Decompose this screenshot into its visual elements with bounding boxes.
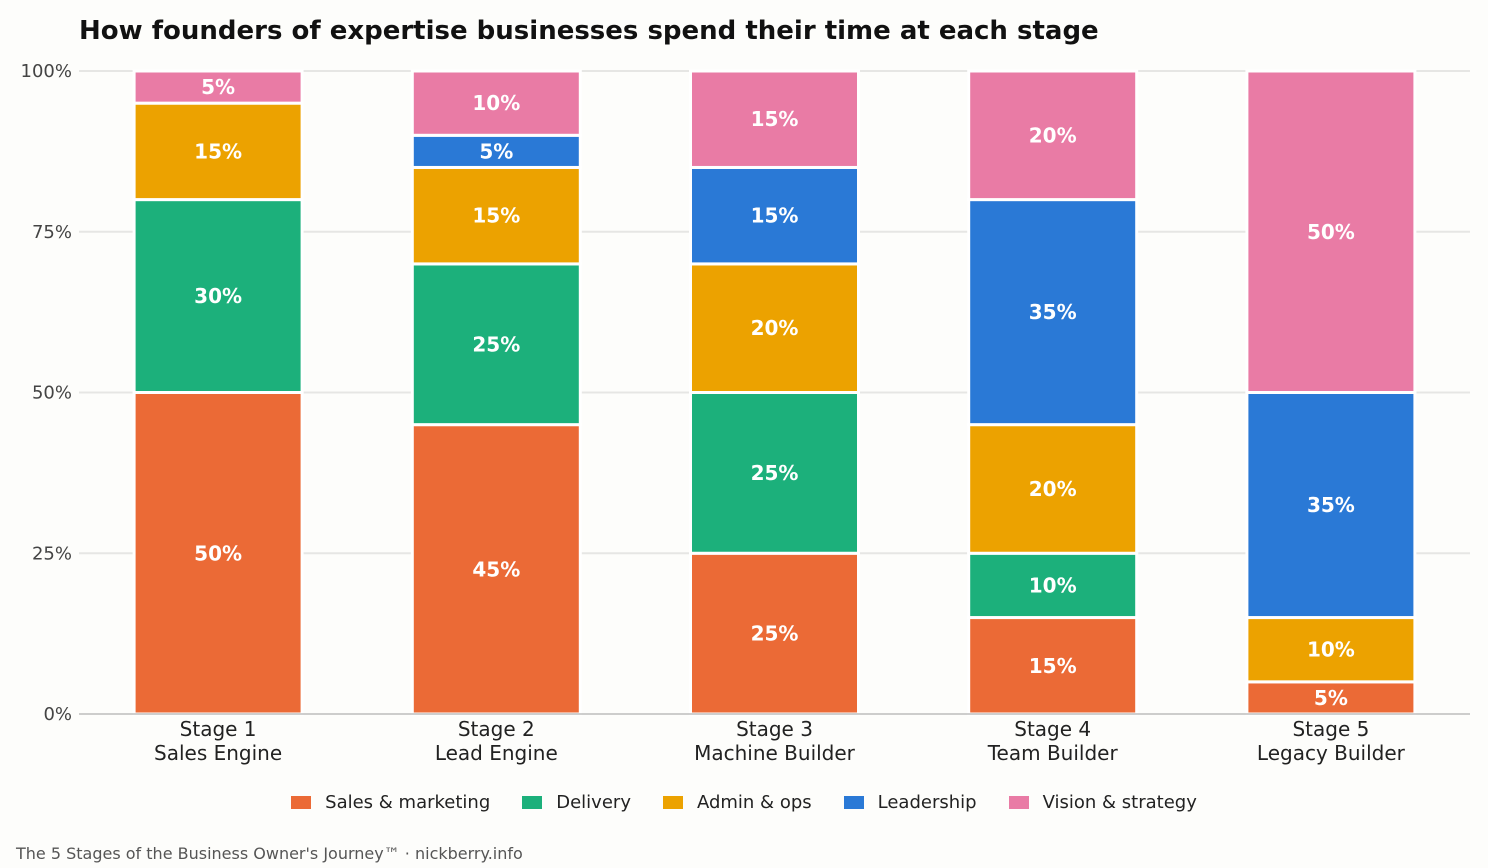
chart-title: How founders of expertise businesses spe… [79,16,1099,46]
bar-value-label: 15% [751,107,799,131]
legend-swatch [522,796,543,809]
y-tick-label: 0% [43,704,72,725]
bar-segment [689,551,860,716]
bar-value-label: 20% [751,316,799,340]
bar-value-label: 50% [1307,220,1355,244]
legend-label: Leadership [877,792,977,813]
bar-segment [689,69,860,169]
legend-item: Delivery [522,792,631,813]
bar-value-label: 15% [751,204,799,228]
x-tick-label: Stage 3 [736,717,813,741]
legend-swatch [843,796,864,809]
x-tick-label: Stage 1 [180,717,257,741]
bar-value-label: 10% [1029,573,1077,597]
bar-value-label: 45% [472,557,520,581]
legend-swatch [291,796,312,809]
bar-value-label: 30% [194,284,242,308]
legend-item: Vision & strategy [1008,792,1197,813]
x-tick-label: Machine Builder [694,741,856,765]
bar-value-label: 35% [1029,300,1077,324]
bar-value-label: 15% [472,204,520,228]
bar-value-label: 25% [751,622,799,646]
legend-item: Sales & marketing [291,792,490,813]
bar-value-label: 25% [751,461,799,485]
bars: 50% 30% 15% 5% 45% 25% 15% 5% 10% 25% 25% 20% 15% 15%… [132,69,1417,716]
bar-segment [410,133,582,169]
bar-segment [132,198,304,394]
legend-item: Leadership [843,792,977,813]
legend: Sales & marketing Delivery Admin & ops Lead… [0,792,1488,813]
legend-swatch [662,796,683,809]
bar-value-label: 5% [1314,686,1348,710]
bar-value-label: 20% [1029,477,1077,501]
x-tick-label: Sales Engine [154,741,282,765]
bar-segment [689,391,860,555]
legend-swatch [1008,796,1029,809]
bar-segment [1245,391,1417,620]
y-tick-label: 75% [32,222,72,243]
x-tick-label: Team Builder [987,741,1119,765]
legend-label: Admin & ops [696,792,812,813]
bar-segment [1245,69,1417,394]
bar-segment [132,69,304,105]
legend-label: Vision & strategy [1042,792,1197,813]
bar-segment [967,69,1139,202]
bar-value-label: 25% [472,332,520,356]
bar-value-label: 20% [1029,123,1077,147]
bar-segment [967,423,1139,555]
bar-segment [410,165,582,266]
x-tick-label: Stage 4 [1014,717,1091,741]
footer-credit: The 5 Stages of the Business Owner's Jou… [16,844,523,863]
bar-segment [689,165,860,266]
y-tick-label: 50% [32,383,72,404]
bar-segment [410,423,582,716]
y-tick-label: 25% [32,543,72,564]
bar-value-label: 5% [201,75,235,99]
bar-segment [410,69,582,137]
legend-label: Sales & marketing [325,792,491,813]
bar-value-label: 5% [479,139,513,163]
y-tick-label: 100% [21,61,72,82]
bar-value-label: 15% [194,139,242,163]
bar-value-label: 15% [1029,654,1077,678]
x-tick-label: Stage 2 [458,717,535,741]
x-tick-label: Lead Engine [435,741,558,765]
bar-value-label: 10% [1307,638,1355,662]
bar-value-label: 10% [472,91,520,115]
x-tick-label: Legacy Builder [1257,741,1406,765]
bar-value-label: 50% [194,541,242,565]
legend-item: Admin & ops [662,792,812,813]
x-tick-label: Stage 5 [1292,717,1369,741]
bar-segment [132,101,304,202]
bar-segment [132,391,304,716]
bar-value-label: 35% [1307,493,1355,517]
legend-label: Delivery [556,792,631,813]
bar-segment [967,551,1139,620]
bar-segment [410,262,582,427]
bar-segment [689,262,860,394]
